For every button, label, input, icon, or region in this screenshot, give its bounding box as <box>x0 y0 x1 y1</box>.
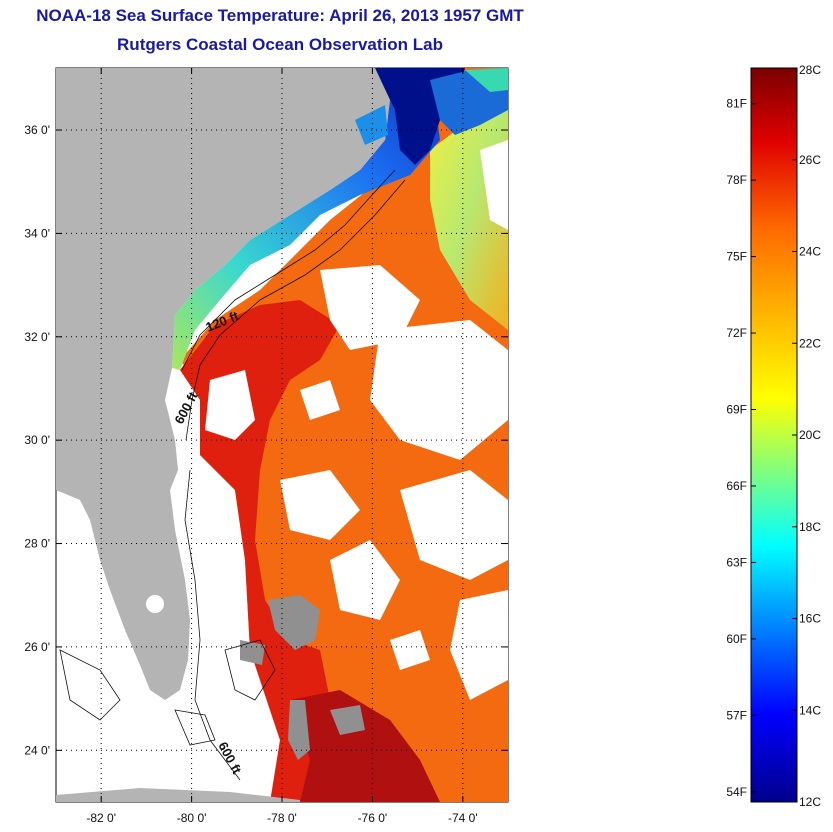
fahrenheit-label: 63F <box>726 555 747 569</box>
fahrenheit-label: 66F <box>726 479 747 493</box>
fahrenheit-label: 78F <box>726 173 747 187</box>
lat-label: 32 0' <box>24 330 50 344</box>
fahrenheit-label: 57F <box>726 708 747 722</box>
figure-subtitle: Rutgers Coastal Ocean Observation Lab <box>117 35 443 54</box>
celsius-label: 28C <box>799 63 821 77</box>
fahrenheit-label: 69F <box>726 403 747 417</box>
sound-water <box>355 105 388 145</box>
warm-patch-south <box>290 690 440 802</box>
longitude-labels: -82 0' -80 0' -78 0' -76 0' -74 0' <box>86 811 477 825</box>
celsius-label: 16C <box>799 612 821 626</box>
lat-label: 36 0' <box>24 123 50 137</box>
celsius-label: 24C <box>799 245 821 259</box>
coastal-cold-shelf <box>172 68 440 370</box>
lat-label: 28 0' <box>24 537 50 551</box>
celsius-label: 12C <box>799 795 821 809</box>
colorbar-celsius-labels: 28C 26C 24C 22C 20C 18C 16C 14C 12C <box>799 63 821 809</box>
lon-label: -80 0' <box>177 811 207 825</box>
bathymetry-contours <box>59 169 406 781</box>
lat-label: 26 0' <box>24 640 50 654</box>
lat-label: 30 0' <box>24 433 50 447</box>
lon-label: -78 0' <box>267 811 297 825</box>
celsius-label: 26C <box>799 153 821 167</box>
celsius-label: 14C <box>799 703 821 717</box>
latitude-labels: 36 0' 34 0' 32 0' 30 0' 28 0' 26 0' 24 0' <box>24 123 50 757</box>
fahrenheit-label: 72F <box>726 326 747 340</box>
figure-title: NOAA-18 Sea Surface Temperature: April 2… <box>36 6 524 25</box>
colorbar-fahrenheit-labels: 81F 78F 75F 72F 69F 66F 63F 60F 57F 54F <box>726 97 747 799</box>
grid-lines <box>56 68 508 802</box>
fahrenheit-label: 81F <box>726 97 747 111</box>
fahrenheit-label: 60F <box>726 632 747 646</box>
lon-label: -76 0' <box>358 811 388 825</box>
lon-label: -74 0' <box>448 811 478 825</box>
colorbar <box>750 67 798 803</box>
lat-label: 34 0' <box>24 226 50 240</box>
cold-filament <box>465 68 508 92</box>
cloud-cover <box>205 140 508 700</box>
bahamas-islands <box>240 595 365 760</box>
land-mainland <box>56 68 390 700</box>
celsius-label: 18C <box>799 520 821 534</box>
celsius-label: 20C <box>799 428 821 442</box>
colorbar-ticks <box>751 67 797 803</box>
celsius-label: 22C <box>799 336 821 350</box>
fahrenheit-label: 75F <box>726 250 747 264</box>
lat-label: 24 0' <box>24 743 50 757</box>
lake-okeechobee <box>146 595 164 613</box>
land-cuba <box>56 788 300 802</box>
fahrenheit-label: 54F <box>726 785 747 799</box>
lon-label: -82 0' <box>86 811 116 825</box>
